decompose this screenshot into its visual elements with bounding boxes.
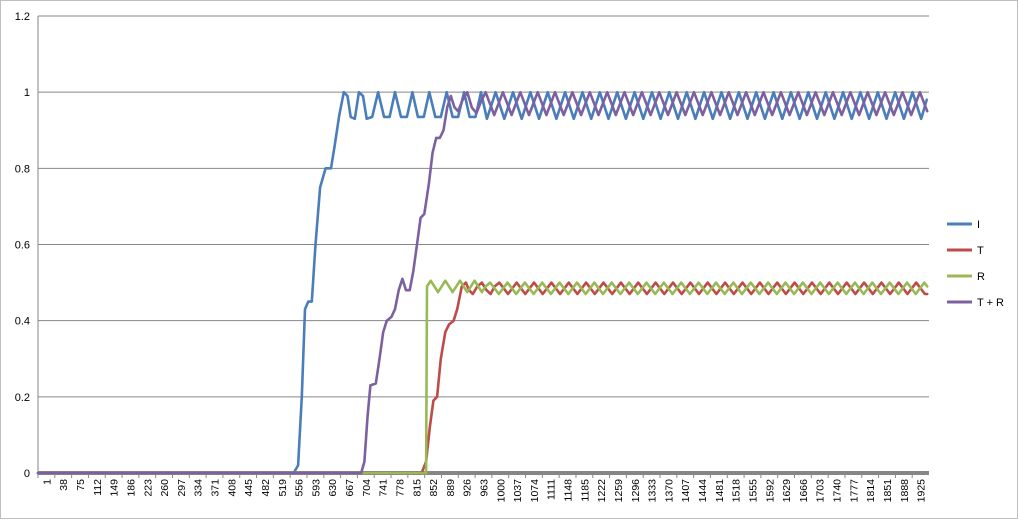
x-tick-label: 852 — [428, 479, 440, 497]
x-tick-label: 1481 — [714, 479, 726, 503]
x-tick-label: 815 — [411, 479, 423, 497]
x-tick-label: 1444 — [697, 479, 709, 503]
x-tick-label: 963 — [479, 479, 491, 497]
x-tick-label: 593 — [310, 479, 322, 497]
x-tick-label: 1592 — [764, 479, 776, 503]
y-tick-label: 0 — [24, 468, 30, 480]
legend-label-4: T + R — [977, 297, 1004, 309]
x-tick-label: 519 — [277, 479, 289, 497]
x-tick-label: 1888 — [899, 479, 911, 503]
legend-label-1: I — [977, 219, 980, 231]
x-axis: 1 38 75 112 149 186 223 260 297 334 371 408 445 482 51… — [37, 471, 929, 503]
x-tick-label: 1555 — [747, 479, 759, 503]
y-tick-label: 1 — [24, 87, 30, 99]
x-tick-label: 1333 — [647, 479, 659, 503]
x-tick-label: 1925 — [916, 479, 928, 503]
x-tick-label: 1037 — [512, 479, 524, 503]
x-tick-label: 1148 — [563, 479, 575, 502]
y-tick-label: 1.2 — [15, 11, 30, 23]
x-tick-label: 741 — [378, 479, 390, 497]
x-tick-label: 482 — [260, 479, 272, 497]
legend: I T R T + R — [947, 219, 1004, 309]
x-tick-label: 38 — [58, 479, 70, 491]
x-tick-label: 1518 — [731, 479, 743, 503]
legend-label-2: T — [977, 245, 984, 257]
x-tick-label: 334 — [193, 479, 205, 497]
series-line-3 — [36, 279, 929, 475]
y-tick-label: 0.6 — [15, 240, 30, 252]
x-tick-label: 1185 — [579, 479, 591, 502]
x-tick-label: 408 — [226, 479, 238, 497]
x-tick-label: 778 — [394, 479, 406, 497]
x-tick-label: 223 — [142, 479, 154, 497]
x-tick-label: 112 — [92, 479, 104, 496]
x-tick-label: 667 — [344, 479, 356, 497]
x-tick-label: 371 — [210, 479, 222, 497]
x-tick-label: 926 — [462, 479, 474, 497]
x-tick-label: 1296 — [630, 479, 642, 503]
x-tick-label: 1111 — [546, 479, 558, 500]
series-line-2 — [36, 281, 929, 475]
x-tick-label: 75 — [75, 479, 87, 491]
x-tick-label: 1259 — [613, 479, 625, 503]
x-tick-label: 1666 — [798, 479, 810, 503]
x-tick-label: 556 — [294, 479, 306, 497]
x-tick-label: 1777 — [848, 479, 860, 503]
x-tick-label: 1074 — [529, 479, 541, 503]
x-tick-label: 1 — [41, 479, 53, 485]
series-line-4 — [36, 90, 929, 475]
x-tick-label: 1851 — [882, 479, 894, 503]
x-tick-label: 297 — [176, 479, 188, 497]
x-tick-label: 1407 — [680, 479, 692, 503]
series-lines — [36, 90, 929, 475]
x-tick-label: 186 — [125, 479, 137, 497]
legend-label-3: R — [977, 271, 985, 283]
y-axis: 0 0.2 0.4 0.6 0.8 1 1.2 — [15, 11, 39, 480]
x-tick-label: 630 — [327, 479, 339, 497]
x-tick-label: 260 — [159, 479, 171, 497]
y-tick-label: 0.4 — [15, 316, 30, 328]
x-tick-label: 1629 — [781, 479, 793, 503]
x-tick-label: 1814 — [865, 479, 877, 503]
x-tick-label: 1740 — [832, 479, 844, 503]
series-line-1 — [36, 90, 928, 475]
x-tick-label: 889 — [445, 479, 457, 497]
x-tick-label: 704 — [361, 479, 373, 497]
x-tick-label: 1222 — [596, 479, 608, 503]
x-tick-label: 1370 — [663, 479, 675, 503]
gridlines — [38, 15, 929, 398]
x-tick-label: 1000 — [495, 479, 507, 503]
y-tick-label: 0.2 — [15, 392, 30, 404]
x-tick-label: 149 — [109, 479, 121, 497]
x-tick-label: 445 — [243, 479, 255, 497]
x-tick-label: 1703 — [815, 479, 827, 503]
y-tick-label: 0.8 — [15, 163, 30, 175]
